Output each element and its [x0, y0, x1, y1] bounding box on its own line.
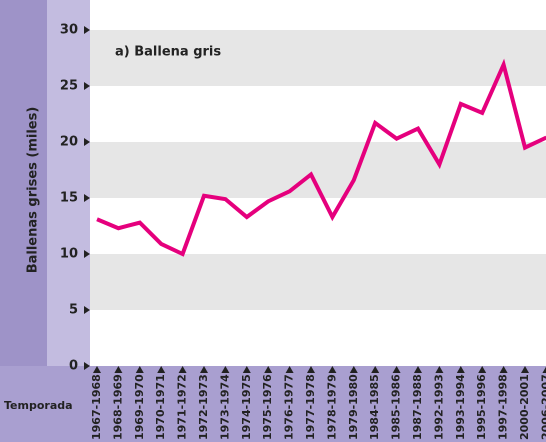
- x-tick-label: 1997-1998: [497, 374, 510, 440]
- x-tick-label: 1985-1986: [390, 374, 403, 440]
- x-tick-label: 1993-1994: [454, 374, 467, 440]
- x-tick-mark: [542, 366, 546, 373]
- x-tick-label: 1974-1975: [240, 374, 253, 440]
- y-tick-label: 15: [60, 191, 78, 206]
- x-tick-mark: [114, 366, 123, 373]
- x-tick-label: 1968-1969: [111, 374, 124, 440]
- x-tick-mark: [499, 366, 508, 373]
- y-tick-label: 25: [60, 79, 78, 94]
- x-tick-label: 1995-1996: [475, 374, 488, 440]
- x-tick-mark: [478, 366, 487, 373]
- x-tick-label: 1979-1980: [347, 374, 360, 440]
- x-tick-mark: [157, 366, 166, 373]
- tick-mark: [84, 362, 90, 370]
- x-tick-label: 1978-1979: [325, 374, 338, 440]
- x-tick-label: 1970-1971: [154, 374, 167, 440]
- y-tick-strip: [47, 0, 90, 366]
- x-tick-mark: [307, 366, 315, 373]
- tick-mark: [84, 194, 90, 202]
- tick-mark: [84, 26, 90, 34]
- x-tick-label: 1973-1974: [218, 374, 231, 440]
- data-line: [96, 58, 546, 257]
- x-tick-label: 1984-1985: [368, 374, 381, 440]
- grid-band: [90, 254, 546, 310]
- x-tick-label: 1987-1988: [411, 374, 424, 440]
- tick-mark: [84, 306, 90, 314]
- x-tick-mark: [221, 366, 230, 373]
- y-tick-label: 0: [69, 359, 78, 374]
- x-tick-mark: [328, 366, 337, 373]
- y-tick-label: 5: [69, 303, 78, 318]
- chart-title: a) Ballena gris: [115, 45, 221, 60]
- x-tick-label: 1976-1977: [283, 374, 296, 440]
- bands: [90, 30, 546, 310]
- x-tick-mark: [93, 366, 101, 373]
- y-axis-label: Ballenas grises (miles): [26, 107, 41, 274]
- tick-mark: [84, 250, 90, 258]
- x-tick-mark: [456, 366, 465, 373]
- y-tick-label: 20: [60, 135, 78, 150]
- tick-mark: [84, 138, 90, 146]
- x-tick-mark: [521, 366, 529, 373]
- x-tick-mark: [392, 366, 401, 373]
- x-tick-label: 1969-1970: [133, 374, 146, 440]
- x-label-strip: [0, 366, 546, 442]
- x-tick-mark: [264, 366, 273, 373]
- y-tick-label: 10: [60, 247, 78, 262]
- x-tick-label: 2000-2001: [518, 374, 531, 440]
- x-tick-label: 1977-1978: [304, 374, 317, 440]
- x-tick-label: 1992-1993: [432, 374, 445, 440]
- x-tick-mark: [349, 366, 358, 373]
- y-tick-label: 30: [60, 23, 78, 38]
- x-tick-mark: [285, 366, 294, 373]
- x-tick-label: 1971-1972: [176, 374, 189, 440]
- x-tick-mark: [200, 366, 208, 373]
- x-tick-mark: [435, 366, 444, 373]
- x-tick-label: 1967-1968: [90, 374, 103, 440]
- grid-band: [90, 30, 546, 86]
- x-tick-label: 1975-1976: [261, 374, 274, 440]
- tick-mark: [84, 82, 90, 90]
- x-tick-mark: [242, 366, 251, 373]
- x-tick-label: 2006-2007: [539, 374, 546, 440]
- x-tick-mark: [178, 366, 187, 373]
- x-tick-mark: [414, 366, 422, 373]
- x-axis-label: Temporada: [4, 399, 73, 412]
- x-tick-mark: [135, 366, 144, 373]
- x-tick-label: 1972-1973: [197, 374, 210, 440]
- x-tick-mark: [371, 366, 380, 373]
